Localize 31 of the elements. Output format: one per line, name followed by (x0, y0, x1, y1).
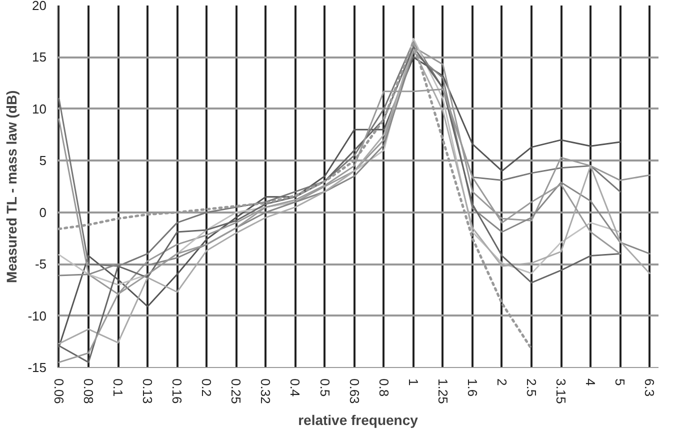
x-tick-label: 0.5 (317, 378, 332, 397)
x-tick-label: 1 (406, 378, 421, 386)
x-tick-label: 0.13 (140, 378, 156, 404)
x-tick-label: 2 (494, 378, 510, 386)
y-tick-label: 10 (32, 101, 47, 116)
x-tick-label: 0.16 (170, 378, 185, 404)
y-tick-label: 20 (32, 0, 47, 13)
x-tick-label: 0.2 (199, 378, 214, 397)
x-axis-title: relative frequency (298, 412, 418, 428)
x-tick-label: 2.5 (524, 378, 540, 397)
x-tick-label: 0.25 (228, 378, 244, 404)
y-tick-label: -10 (28, 308, 47, 324)
x-tick-label: 1.25 (435, 378, 450, 404)
x-tick-label: 0.1 (110, 378, 126, 397)
y-tick-label: 0 (39, 204, 47, 220)
x-tick-label: 1.6 (464, 378, 480, 397)
x-tick-label: 0.06 (51, 378, 66, 404)
y-tick-label: -5 (34, 256, 47, 272)
y-tick-label: 15 (32, 50, 47, 65)
x-tick-label: 6.3 (642, 378, 658, 397)
x-tick-label: 5 (612, 378, 628, 386)
y-tick-label: -15 (28, 360, 47, 375)
x-tick-label: 0.32 (258, 378, 274, 404)
x-tick-label: 0.4 (288, 378, 303, 397)
x-tick-label: 0.63 (346, 378, 362, 404)
y-tick-label: 5 (39, 153, 47, 168)
x-tick-label: 0.08 (81, 378, 96, 404)
x-tick-label: 4 (583, 378, 598, 386)
y-axis-title: Measured TL - mass law (dB) (4, 90, 20, 283)
x-tick-label: 0.8 (376, 378, 392, 397)
x-tick-label: 3.15 (554, 378, 569, 404)
